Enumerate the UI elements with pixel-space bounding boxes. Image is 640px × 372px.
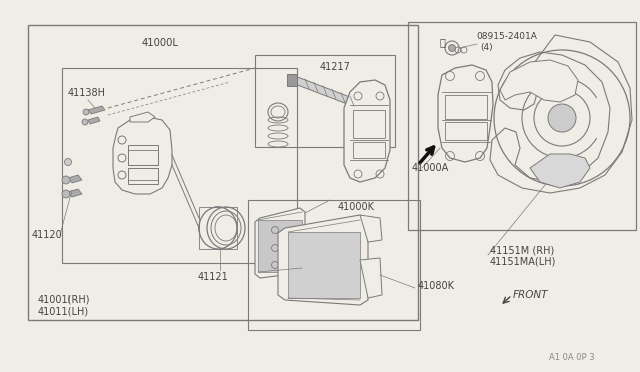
Text: 41120: 41120 — [32, 230, 63, 240]
Text: Ⓥ: Ⓥ — [439, 37, 445, 47]
Circle shape — [62, 176, 70, 184]
Polygon shape — [88, 106, 105, 114]
Circle shape — [82, 119, 88, 125]
Text: FRONT: FRONT — [513, 290, 548, 300]
Circle shape — [62, 190, 70, 198]
Text: 41151MA(LH): 41151MA(LH) — [490, 257, 556, 267]
Text: 08915-2401A: 08915-2401A — [476, 32, 537, 41]
Bar — [199, 207, 237, 249]
Polygon shape — [287, 74, 297, 86]
Bar — [288, 232, 360, 298]
Polygon shape — [438, 65, 493, 162]
Polygon shape — [360, 215, 382, 242]
Circle shape — [65, 158, 72, 166]
Polygon shape — [360, 258, 382, 298]
Bar — [445, 122, 487, 140]
Text: 41000K: 41000K — [338, 202, 375, 212]
Polygon shape — [344, 80, 390, 182]
Text: 41121: 41121 — [198, 272, 228, 282]
Text: (4): (4) — [480, 42, 493, 51]
Text: 41000A: 41000A — [412, 163, 449, 173]
Bar — [408, 22, 636, 230]
Polygon shape — [278, 215, 368, 305]
Text: 41001(RH): 41001(RH) — [38, 295, 90, 305]
Polygon shape — [88, 117, 100, 124]
Bar — [128, 145, 158, 165]
Polygon shape — [530, 154, 590, 188]
Bar — [255, 55, 395, 147]
Bar — [128, 168, 158, 184]
Bar — [445, 95, 487, 119]
Text: 41151M (RH): 41151M (RH) — [490, 245, 554, 255]
Text: 41080K: 41080K — [418, 281, 455, 291]
Circle shape — [548, 104, 576, 132]
Bar — [353, 110, 385, 138]
Text: 41138H: 41138H — [68, 88, 106, 98]
Bar — [62, 68, 297, 263]
Text: A1 0A 0P 3: A1 0A 0P 3 — [549, 353, 595, 362]
Polygon shape — [113, 117, 172, 194]
Polygon shape — [295, 76, 355, 107]
Polygon shape — [255, 208, 305, 278]
Circle shape — [449, 45, 456, 51]
Polygon shape — [68, 189, 82, 197]
Polygon shape — [490, 35, 632, 193]
Text: 41011(LH): 41011(LH) — [38, 306, 89, 316]
Circle shape — [83, 109, 89, 115]
Polygon shape — [130, 112, 155, 122]
Bar — [258, 220, 302, 272]
Text: 41000L: 41000L — [141, 38, 179, 48]
Polygon shape — [68, 175, 82, 183]
Text: 41217: 41217 — [319, 62, 351, 72]
Polygon shape — [500, 60, 578, 102]
Bar — [353, 142, 385, 158]
Bar — [28, 25, 418, 320]
Bar — [248, 200, 420, 330]
